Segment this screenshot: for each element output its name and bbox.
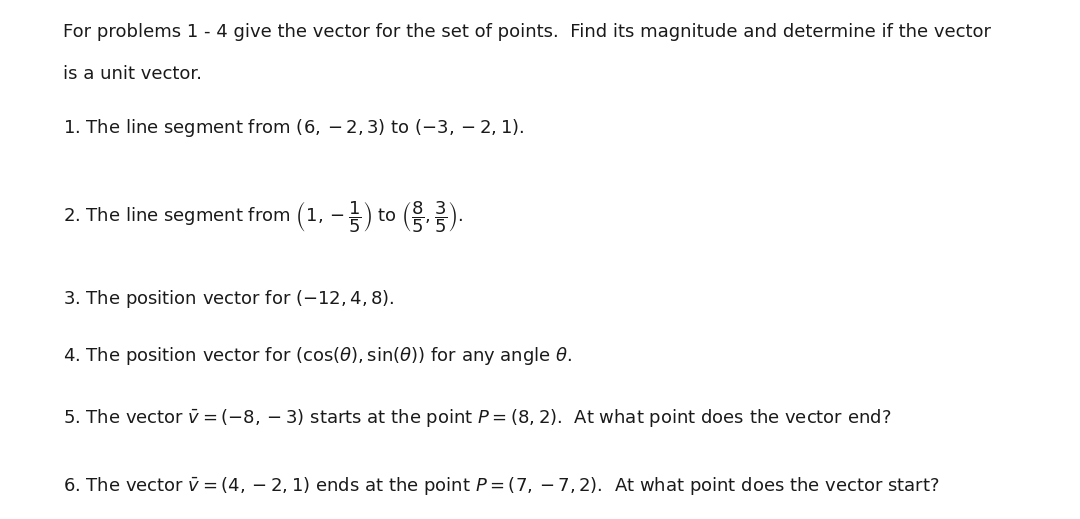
Text: 1. The line segment from $(6,-2,3)$ to $(-3,-2,1)$.: 1. The line segment from $(6,-2,3)$ to $…	[63, 117, 524, 139]
Text: 2. The line segment from $\left(1,-\dfrac{1}{5}\right)$ to $\left(\dfrac{8}{5},\: 2. The line segment from $\left(1,-\dfra…	[63, 200, 463, 236]
Text: 4. The position vector for $\left(\cos(\theta),\sin(\theta)\right)$ for any angl: 4. The position vector for $\left(\cos(\…	[63, 345, 572, 367]
Text: 3. The position vector for $(-12,4,8)$.: 3. The position vector for $(-12,4,8)$.	[63, 288, 394, 310]
Text: 5. The vector $\bar{v} = \left(-8,-3\right)$ starts at the point $P = (8,2)$.  A: 5. The vector $\bar{v} = \left(-8,-3\rig…	[63, 407, 891, 429]
Text: 6. The vector $\bar{v} = \left(4,-2,1\right)$ ends at the point $P = (7,-7,2)$. : 6. The vector $\bar{v} = \left(4,-2,1\ri…	[63, 475, 940, 497]
Text: is a unit vector.: is a unit vector.	[63, 65, 202, 83]
Text: For problems 1 - 4 give the vector for the set of points.  Find its magnitude an: For problems 1 - 4 give the vector for t…	[63, 23, 990, 42]
